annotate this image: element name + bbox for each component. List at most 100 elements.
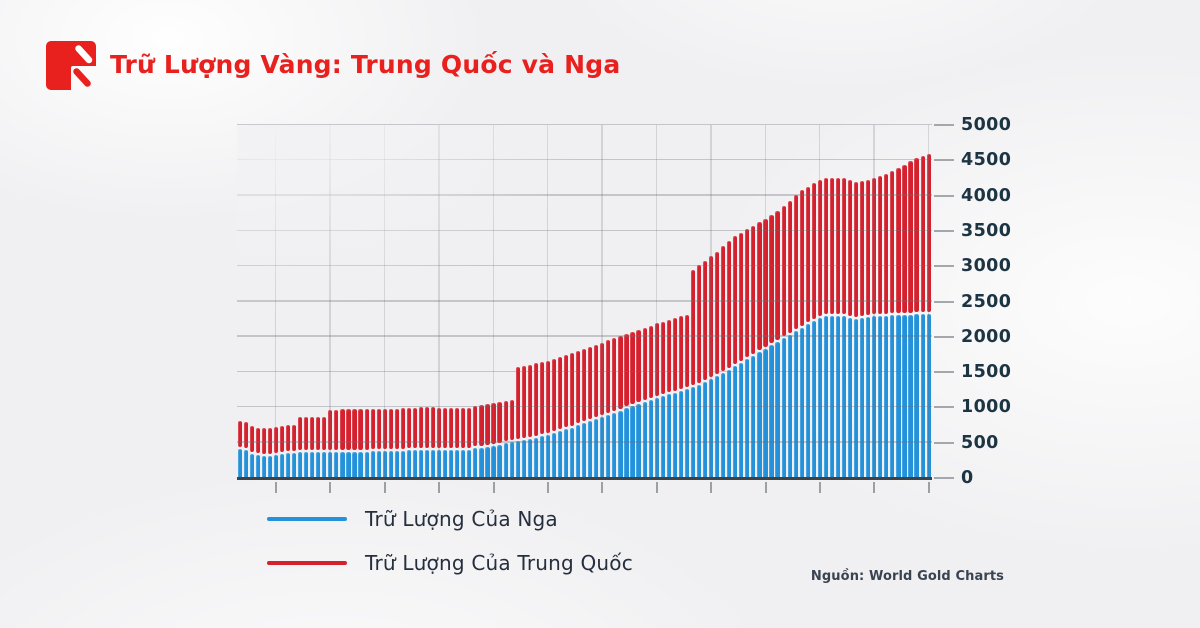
bar-segment-russia: [763, 348, 768, 478]
bar: [612, 125, 617, 478]
gridline-vertical: [492, 125, 494, 478]
x-axis-tick: [438, 482, 441, 493]
y-axis-label: 500: [961, 432, 999, 453]
bar-segment-china: [364, 409, 369, 450]
bar-segment-china: [908, 161, 913, 313]
bar-segment-russia: [612, 412, 617, 478]
bar: [926, 125, 931, 478]
y-axis-tick: [934, 335, 954, 338]
bar-segment-china: [890, 170, 895, 314]
y-axis-label: 5000: [961, 115, 1012, 135]
logo-red-slash: [73, 68, 91, 87]
bar-segment-china: [328, 409, 333, 450]
bar: [654, 125, 659, 478]
bar: [823, 125, 828, 478]
gridline-vertical: [329, 125, 331, 478]
bar-segment-russia: [926, 313, 931, 478]
bar: [787, 125, 792, 478]
bar: [569, 125, 575, 478]
bar: [503, 125, 508, 478]
x-axis-tick: [710, 482, 713, 493]
bar-segment-china: [376, 409, 381, 450]
bar-segment-russia: [823, 315, 828, 478]
bar-segment-russia: [551, 433, 557, 478]
bar-segment-russia: [775, 341, 780, 478]
bar: [672, 125, 677, 478]
bar-segment-china: [370, 409, 375, 450]
bar-segment-russia: [757, 352, 762, 478]
bar: [352, 125, 357, 478]
bar-segment-russia: [678, 390, 683, 478]
bar-segment-china: [509, 400, 514, 441]
bar-segment-china: [702, 260, 708, 380]
bar-segment-china: [708, 256, 714, 378]
bar: [310, 125, 315, 478]
bar-segment-china: [799, 190, 804, 326]
bar: [763, 125, 768, 478]
bar-segment-russia: [902, 314, 907, 478]
bar: [648, 125, 653, 478]
bar-segment-russia: [364, 451, 369, 478]
x-axis-tick: [329, 482, 332, 493]
bar-segment-china: [527, 364, 532, 438]
x-axis-tick: [383, 482, 386, 493]
bar: [370, 125, 375, 478]
bar-segment-russia: [563, 429, 569, 478]
bar: [443, 125, 448, 478]
bar-segment-china: [424, 407, 430, 448]
bar: [400, 125, 405, 478]
bar-segment-russia: [835, 315, 841, 478]
gridline-vertical: [764, 125, 766, 478]
x-axis-tick: [927, 482, 930, 493]
gridline-vertical: [873, 125, 875, 478]
x-axis-tick: [819, 482, 821, 493]
bar-segment-china: [684, 314, 689, 388]
bar: [908, 125, 913, 478]
bar-segment-russia: [304, 452, 309, 478]
bar: [430, 125, 436, 478]
bar-segment-russia: [690, 387, 696, 478]
bar-segment-russia: [841, 315, 847, 478]
bar: [660, 125, 665, 478]
y-axis-tick: [934, 159, 954, 162]
gridline-vertical: [275, 125, 277, 478]
bar-segment-russia: [352, 451, 357, 478]
bar-segment-russia: [684, 389, 689, 478]
bar-segment-china: [569, 353, 575, 426]
bar-segment-china: [394, 408, 399, 450]
bar-segment-china: [678, 316, 683, 389]
bar: [376, 125, 381, 478]
gridline-horizontal: [237, 406, 932, 408]
bar-segment-china: [841, 178, 847, 314]
bar: [346, 125, 351, 478]
bar-segment-russia: [745, 359, 750, 478]
bar: [733, 125, 738, 478]
bar-segment-russia: [527, 439, 532, 478]
bar-segment-china: [237, 420, 242, 448]
y-axis-tick-row: 4000: [934, 186, 1011, 206]
gridline-vertical: [601, 125, 603, 478]
y-axis-tick-row: 500: [934, 433, 999, 453]
bar-segment-china: [461, 407, 466, 449]
bar: [745, 125, 750, 478]
y-axis-tick: [934, 265, 954, 268]
bar-segment-china: [298, 417, 303, 451]
bar-segment-china: [479, 405, 484, 446]
bar-segment-russia: [715, 375, 720, 478]
bar-segment-china: [847, 180, 853, 316]
bar-segment-russia: [376, 451, 381, 478]
bar-segment-china: [576, 351, 581, 424]
bar: [708, 125, 714, 478]
bar-segment-russia: [660, 396, 665, 478]
bar: [388, 125, 393, 478]
gridline-vertical: [819, 125, 821, 478]
bar: [551, 125, 557, 478]
y-axis-label: 3500: [961, 220, 1012, 241]
bar-segment-china: [261, 427, 266, 454]
bar-segment-russia: [702, 381, 708, 478]
bar-segment-china: [273, 427, 279, 454]
bar-segment-china: [491, 403, 496, 444]
bar: [666, 125, 671, 478]
bar-segment-china: [267, 427, 272, 454]
bar: [721, 125, 726, 478]
